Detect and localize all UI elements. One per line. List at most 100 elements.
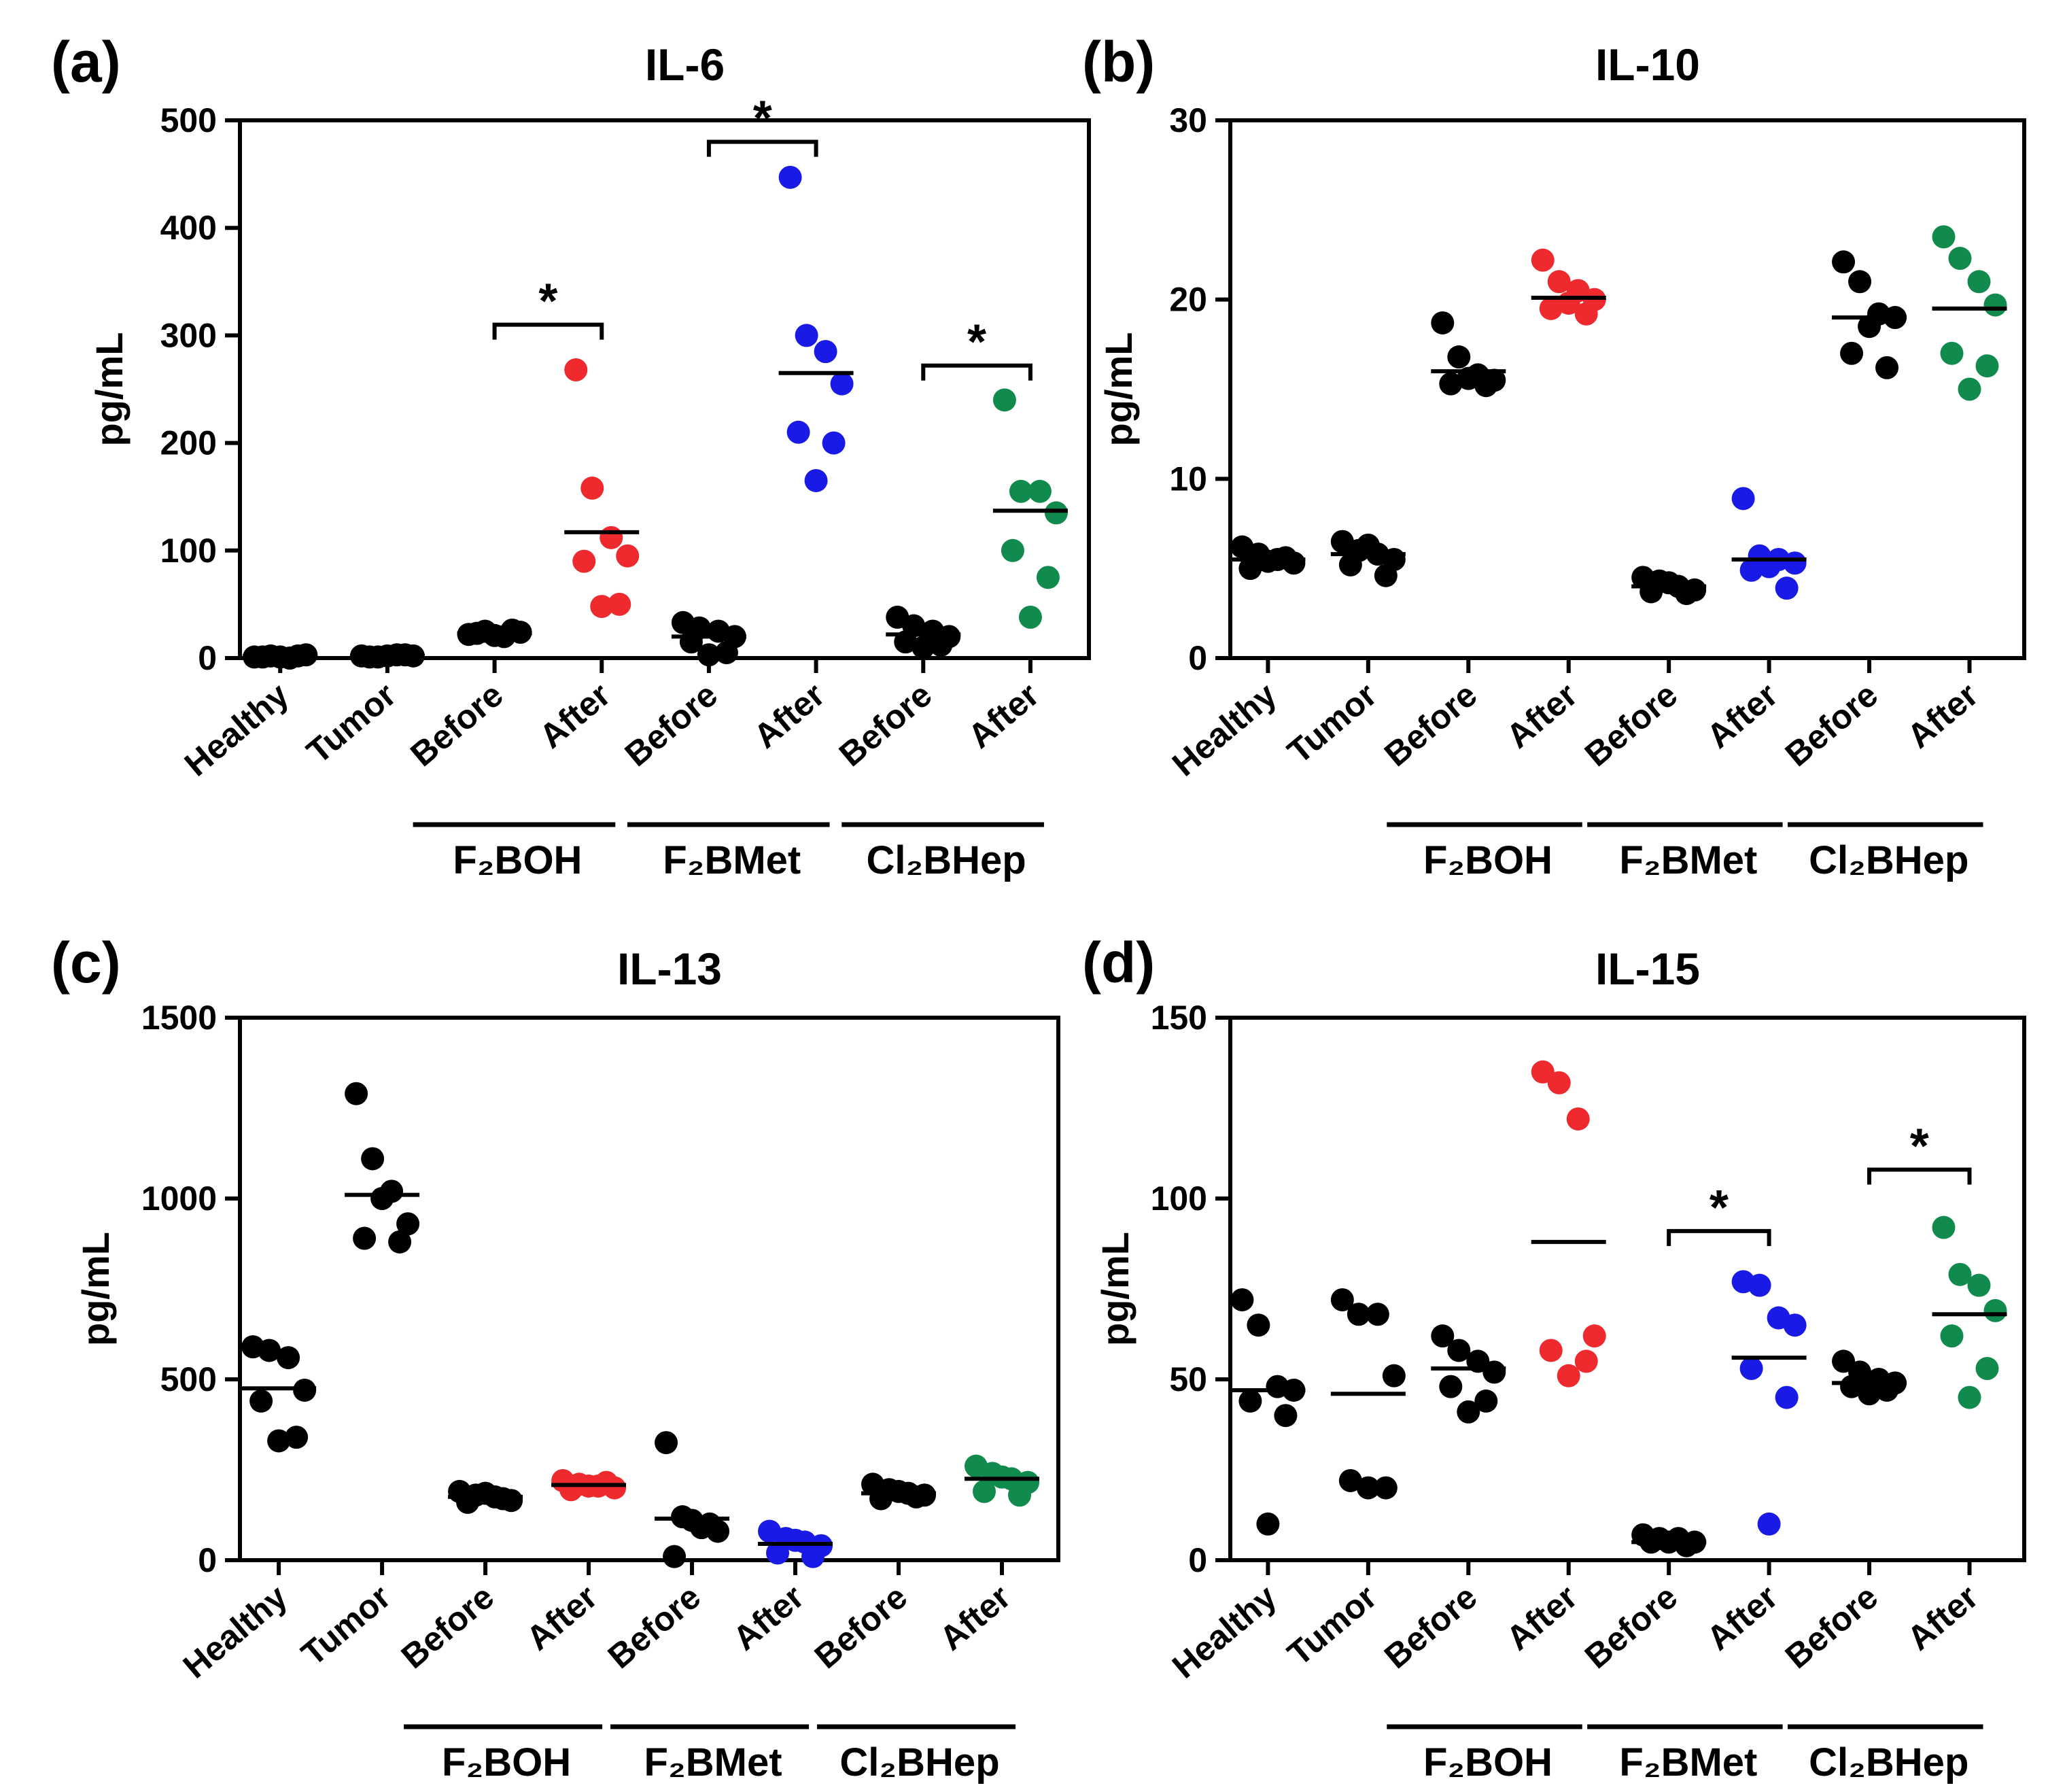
data-point bbox=[1566, 1107, 1590, 1131]
group-label: Cl₂BHep bbox=[866, 838, 1026, 882]
x-tick-label: Before bbox=[1778, 1578, 1885, 1676]
y-tick-label: 500 bbox=[160, 1360, 217, 1398]
x-tick-label: Healthy bbox=[176, 1577, 295, 1685]
data-point bbox=[1374, 1476, 1398, 1500]
data-point bbox=[1238, 557, 1262, 581]
data-point bbox=[361, 1147, 385, 1171]
data-point bbox=[1044, 501, 1068, 525]
x-tick-label: After bbox=[1900, 676, 1985, 756]
data-point bbox=[1001, 538, 1024, 562]
data-point bbox=[1832, 250, 1856, 274]
data-point bbox=[1840, 341, 1864, 365]
data-point bbox=[1958, 1385, 1981, 1409]
y-tick-label: 0 bbox=[1188, 1541, 1207, 1579]
data-point bbox=[1338, 553, 1362, 576]
data-point bbox=[1474, 374, 1498, 398]
data-point bbox=[1848, 270, 1872, 294]
data-point bbox=[697, 643, 721, 667]
significance-bracket bbox=[706, 139, 818, 157]
x-tick-label: Tumor bbox=[300, 676, 403, 772]
data-point bbox=[912, 636, 935, 659]
data-point bbox=[1539, 1339, 1563, 1362]
data-point bbox=[1330, 1288, 1354, 1311]
significance-bracket bbox=[1867, 1167, 1972, 1185]
data-point bbox=[1036, 566, 1060, 589]
data-point bbox=[345, 1082, 368, 1105]
data-point bbox=[249, 1389, 273, 1413]
data-point bbox=[1531, 248, 1555, 272]
data-point bbox=[814, 340, 837, 364]
data-point bbox=[1948, 1262, 1972, 1286]
y-tick-label: 300 bbox=[160, 316, 217, 354]
data-point bbox=[1731, 487, 1755, 511]
data-point bbox=[1457, 1400, 1480, 1424]
x-tick-label: Tumor bbox=[1281, 676, 1384, 772]
x-tick-label: Before bbox=[618, 676, 725, 774]
data-point bbox=[1247, 1313, 1270, 1337]
data-point bbox=[483, 623, 506, 647]
data-point bbox=[580, 477, 604, 500]
x-tick-label: After bbox=[519, 1578, 604, 1658]
data-point bbox=[1474, 1389, 1498, 1413]
significance-star: * bbox=[1710, 1181, 1729, 1235]
data-point bbox=[1018, 605, 1042, 629]
data-point bbox=[830, 372, 854, 396]
data-point bbox=[608, 592, 631, 616]
x-tick-label: After bbox=[1900, 1578, 1985, 1658]
x-tick-label: Tumor bbox=[1281, 1578, 1384, 1674]
data-point bbox=[1557, 1364, 1580, 1388]
plot-frame bbox=[1228, 1016, 2026, 1562]
y-tick-label: 30 bbox=[1169, 101, 1207, 139]
data-point bbox=[1274, 1404, 1298, 1428]
y-tick-label: 500 bbox=[160, 101, 217, 139]
group-label: F₂BOH bbox=[453, 838, 582, 882]
data-point bbox=[1439, 372, 1463, 396]
data-point bbox=[1940, 341, 1964, 365]
y-axis-title: pg/mL bbox=[74, 1232, 117, 1346]
x-tick-label: Healthy bbox=[1165, 675, 1284, 783]
data-point bbox=[1028, 479, 1052, 503]
data-point bbox=[655, 1431, 678, 1455]
data-point bbox=[1531, 1060, 1555, 1084]
data-point bbox=[285, 1426, 309, 1449]
data-point bbox=[1366, 1303, 1389, 1326]
x-tick-label: Before bbox=[601, 1578, 708, 1676]
group-label: F₂BMet bbox=[644, 1740, 782, 1785]
y-tick-label: 200 bbox=[160, 424, 217, 462]
x-tick-label: After bbox=[726, 1578, 811, 1658]
x-tick-label: Before bbox=[832, 676, 939, 774]
x-tick-label: Before bbox=[1578, 676, 1684, 774]
data-point bbox=[1948, 247, 1972, 271]
group-label: F₂BMet bbox=[1619, 1740, 1757, 1785]
panel-label: (b) bbox=[1082, 30, 1155, 94]
data-point bbox=[396, 1212, 420, 1236]
data-point bbox=[1338, 1468, 1362, 1492]
y-tick-label: 100 bbox=[160, 532, 217, 570]
x-tick-label: Before bbox=[808, 1578, 914, 1676]
panel-il-6: (a) IL-6 0 100 200 300 400 500 pg/mL Healthy Tumor… bbox=[51, 30, 1091, 882]
panel-label: (a) bbox=[51, 30, 121, 94]
data-point bbox=[1775, 1385, 1799, 1409]
data-point bbox=[929, 634, 953, 657]
data-point bbox=[1975, 354, 1999, 378]
data-point bbox=[616, 544, 640, 568]
data-point bbox=[1539, 296, 1563, 320]
group-label: F₂BOH bbox=[442, 1740, 571, 1785]
y-tick-label: 1000 bbox=[141, 1179, 217, 1218]
significance-bracket bbox=[492, 322, 604, 340]
data-point bbox=[1547, 1071, 1571, 1095]
y-tick-label: 0 bbox=[198, 1541, 217, 1579]
data-point bbox=[258, 1339, 281, 1362]
group-label: Cl₂BHep bbox=[839, 1740, 999, 1785]
plot-frame bbox=[1228, 118, 2026, 660]
data-point bbox=[1958, 377, 1981, 401]
x-tick-label: After bbox=[1499, 676, 1584, 756]
data-point bbox=[474, 1481, 498, 1505]
significance-star: * bbox=[753, 92, 772, 146]
data-point bbox=[1657, 571, 1681, 595]
data-point bbox=[1983, 1298, 2007, 1322]
x-tick-label: After bbox=[1699, 1578, 1784, 1658]
y-tick-label: 0 bbox=[1188, 639, 1207, 677]
data-point bbox=[1431, 311, 1455, 334]
